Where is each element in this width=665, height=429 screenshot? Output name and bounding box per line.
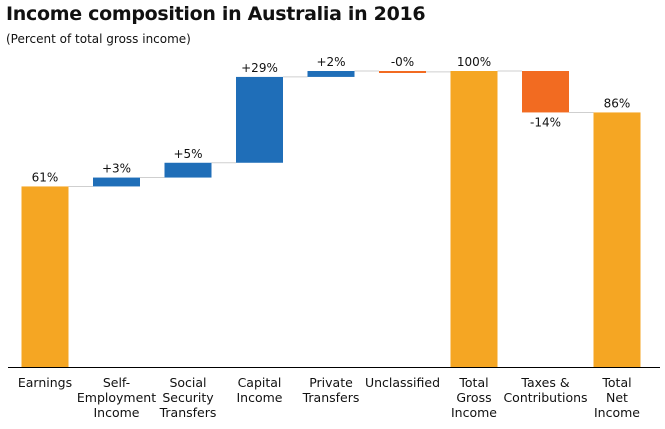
bar-private-transfers [307, 71, 355, 77]
bar-capital-income [236, 76, 283, 163]
bar-self--employment-income [93, 177, 140, 187]
bar-unclassified [379, 71, 426, 73]
category-label: Private Transfers [302, 375, 360, 405]
value-label: -0% [391, 55, 414, 69]
value-label: 86% [604, 96, 631, 110]
bar-earnings [21, 186, 69, 367]
chart-title: Income composition in Australia in 2016 [6, 3, 426, 25]
bar-total-net-income [593, 112, 641, 367]
category-label: Total Net Income [594, 375, 640, 420]
value-label: +5% [173, 147, 202, 161]
category-label: Taxes & Contributions [503, 375, 587, 405]
value-label: 100% [457, 55, 491, 69]
bar-taxes--contributions [522, 71, 569, 113]
bars [21, 71, 641, 367]
category-label: Unclassified [365, 375, 440, 390]
value-label: +2% [316, 55, 345, 69]
category-label: Earnings [18, 375, 72, 390]
category-label: Capital Income [237, 375, 283, 405]
value-label: -14% [530, 115, 561, 129]
bar-social-security-transfers [164, 162, 212, 178]
category-label: Self-Employment Income [77, 375, 156, 420]
bar-total-gross-income [450, 71, 498, 367]
category-label: Social Security Transfers [159, 375, 217, 420]
value-label: 61% [32, 170, 59, 184]
value-labels: 61% +3% +5% +29% +2% -0% 100% -14% 86% [32, 55, 631, 184]
chart-subtitle: (Percent of total gross income) [6, 32, 191, 46]
category-label: Total Gross Income [451, 375, 497, 420]
value-label: +29% [241, 61, 278, 75]
connector-lines [68, 70, 594, 187]
value-label: +3% [102, 162, 131, 176]
